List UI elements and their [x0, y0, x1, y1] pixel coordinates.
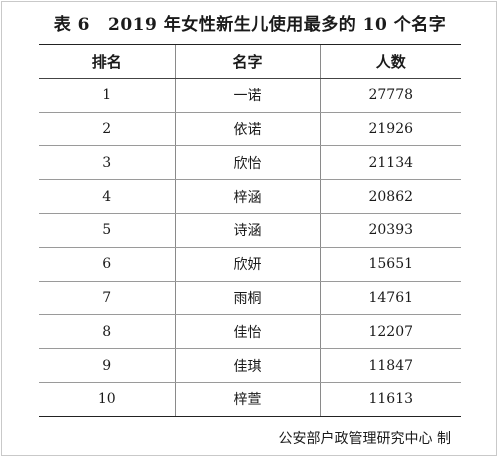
- rank-cell: 10: [39, 382, 175, 417]
- table-row: 9 佳琪 11847: [39, 348, 461, 383]
- name-cell: 欣怡: [174, 145, 320, 181]
- count-cell: 20862: [319, 179, 461, 214]
- count-cell: 14761: [319, 281, 461, 316]
- count-cell: 20393: [319, 213, 461, 248]
- table-row: 6 欣妍 15651: [39, 247, 461, 282]
- count-cell: 21134: [319, 145, 461, 181]
- table-row: 7 雨桐 14761: [39, 281, 461, 316]
- table-row: 3 欣怡 21134: [39, 145, 461, 181]
- rank-cell: 2: [39, 112, 175, 147]
- table-row: 1 一诺 27778: [39, 78, 461, 113]
- rank-cell: 1: [39, 78, 175, 113]
- rank-cell: 9: [39, 348, 175, 383]
- rank-cell: 4: [39, 179, 175, 214]
- table-row: 4 梓涵 20862: [39, 179, 461, 214]
- rank-cell: 7: [39, 281, 175, 316]
- rank-cell: 3: [39, 145, 175, 181]
- table-caption: 2019 年女性新生儿使用最多的 10 个名字: [108, 15, 447, 35]
- header-rank: 排名: [39, 44, 175, 79]
- name-cell: 佳怡: [174, 314, 320, 350]
- count-cell: 15651: [319, 247, 461, 282]
- name-cell: 雨桐: [174, 281, 320, 316]
- count-cell: 11847: [319, 348, 461, 383]
- header-row: 排名 名字 人数: [39, 44, 461, 79]
- name-cell: 佳琪: [174, 348, 320, 383]
- names-table: 排名 名字 人数 1 一诺 27778 2 依诺 21926 3 欣怡 2113…: [39, 44, 461, 417]
- name-cell: 依诺: [174, 112, 320, 147]
- count-cell: 12207: [319, 314, 461, 350]
- name-cell: 一诺: [174, 78, 320, 113]
- name-cell: 梓萱: [174, 382, 320, 417]
- name-cell: 诗涵: [174, 213, 320, 248]
- table-number: 表 6: [53, 15, 90, 35]
- rank-cell: 8: [39, 314, 175, 350]
- table-row: 10 梓萱 11613: [39, 382, 461, 417]
- header-count: 人数: [319, 44, 461, 79]
- name-cell: 梓涵: [174, 179, 320, 214]
- count-cell: 11613: [319, 382, 461, 417]
- rank-cell: 6: [39, 247, 175, 282]
- header-name: 名字: [174, 44, 320, 79]
- table-row: 5 诗涵 20393: [39, 213, 461, 248]
- source-note: 公安部户政管理研究中心 制: [278, 431, 451, 447]
- count-cell: 21926: [319, 112, 461, 147]
- rank-cell: 5: [39, 213, 175, 248]
- count-cell: 27778: [319, 78, 461, 113]
- name-cell: 欣妍: [174, 247, 320, 282]
- table-title: 表 6 2019 年女性新生儿使用最多的 10 个名字: [0, 10, 500, 35]
- table-row: 2 依诺 21926: [39, 112, 461, 147]
- table-row: 8 佳怡 12207: [39, 314, 461, 350]
